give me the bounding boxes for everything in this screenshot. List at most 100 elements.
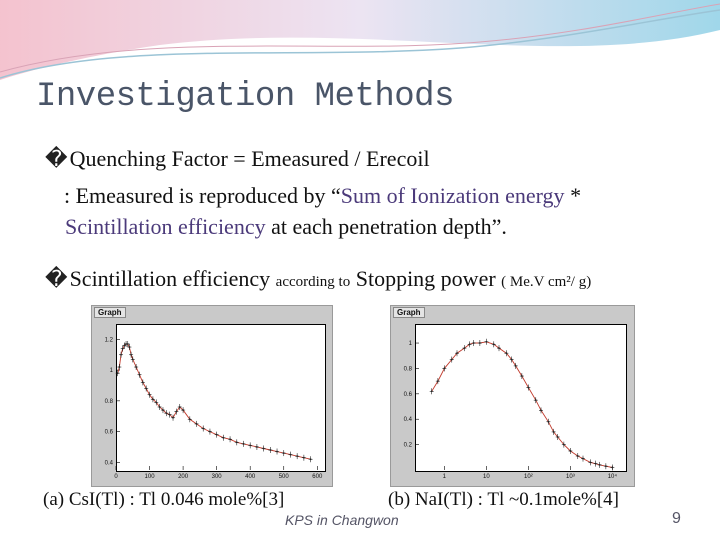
data-point — [157, 403, 162, 410]
data-point — [120, 345, 125, 352]
data-point — [194, 420, 199, 427]
bullet-glyph: � — [45, 146, 68, 171]
data-point — [134, 364, 139, 371]
data-point — [248, 442, 253, 449]
y-tick-label: 0.6 — [404, 392, 413, 398]
data-point — [551, 428, 556, 435]
data-point — [288, 451, 293, 458]
x-tick-label: 200 — [178, 474, 189, 480]
data-point — [174, 408, 179, 415]
x-tick-label: 0 — [114, 474, 118, 480]
data-point — [187, 416, 192, 423]
data-point — [115, 370, 120, 377]
bullet-quenching-factor: �Quenching Factor = Emeasured / Erecoil — [45, 146, 430, 172]
page-number: 9 — [672, 510, 681, 527]
data-point — [555, 433, 560, 440]
data-point — [164, 410, 169, 417]
data-point — [129, 351, 134, 358]
data-point — [122, 342, 127, 349]
scint-eff-text: Scintillation efficiency — [69, 266, 276, 291]
x-tick-label: 10 — [483, 474, 490, 480]
penetration-depth-text: at each penetration depth”. — [265, 214, 507, 239]
data-point — [119, 351, 124, 358]
data-point — [261, 445, 266, 452]
data-point — [171, 414, 176, 421]
x-tick-label: 1 — [443, 474, 447, 480]
data-point — [177, 403, 182, 410]
quenching-factor-text: Quenching Factor = Emeasured / Erecoil — [69, 146, 430, 171]
data-point — [442, 365, 447, 372]
y-tick-label: 0.8 — [404, 366, 413, 372]
data-point — [117, 364, 122, 371]
data-point — [254, 443, 259, 450]
data-point — [154, 399, 159, 406]
data-point — [241, 440, 246, 447]
bullet-scintillation-efficiency: �Scintillation efficiency according to S… — [45, 266, 591, 292]
data-point — [449, 356, 454, 363]
data-point — [561, 441, 566, 448]
stopping-power-text: Stopping power — [350, 266, 502, 291]
data-point — [471, 340, 476, 347]
x-tick-label: 500 — [279, 474, 290, 480]
data-point — [301, 454, 306, 461]
data-point — [588, 459, 593, 466]
graph-label: Graph — [94, 307, 126, 318]
csi-plot-svg: 0.4 0.6 0.8 1 1.2 0 100 200 300 400 500 600 — [105, 337, 323, 480]
data-point — [214, 431, 219, 438]
fit-curve — [431, 341, 613, 468]
data-point — [429, 388, 434, 395]
bullet-glyph: � — [45, 266, 68, 291]
data-point — [234, 439, 239, 446]
x-tick-label: 300 — [212, 474, 223, 480]
data-point — [228, 436, 233, 443]
data-point — [125, 340, 130, 347]
data-point — [519, 373, 524, 380]
y-tick-label: 1 — [409, 341, 413, 347]
fit-curve — [117, 343, 311, 460]
data-point — [281, 450, 286, 457]
data-point — [127, 344, 132, 351]
multiply-symbol: * — [564, 183, 582, 208]
data-point — [221, 434, 226, 441]
description-text: : Emeasured is reproduced by “ — [64, 183, 341, 208]
data-point — [435, 378, 440, 385]
slide-title: Investigation Methods — [36, 78, 454, 116]
x-tick-label: 10⁴ — [608, 473, 618, 480]
ionization-energy-text: Sum of Ionization energy — [340, 183, 565, 208]
x-tick-label: 10³ — [566, 474, 575, 480]
plot-frame — [415, 324, 627, 472]
data-point — [568, 447, 573, 454]
scintillation-efficiency-text: Scintillation efficiency — [65, 214, 266, 239]
y-tick-label: 0.2 — [404, 443, 413, 449]
description-line-2: Scintillation efficiency at each penetra… — [65, 214, 507, 240]
data-point — [546, 418, 551, 425]
data-point — [140, 379, 145, 386]
data-point — [526, 384, 531, 391]
y-tick-label: 1 — [110, 368, 114, 374]
data-point — [268, 447, 273, 454]
data-point — [509, 356, 514, 363]
data-point — [150, 396, 155, 403]
y-tick-label: 1.2 — [105, 337, 114, 343]
data-point — [207, 428, 212, 435]
caption-csi: (a) CsI(Tl) : Tl 0.046 mole%[3] — [43, 489, 285, 510]
description-line-1: : Emeasured is reproduced by “Sum of Ion… — [64, 183, 581, 209]
nai-graph: Graph 0.2 0.4 0.6 0.8 1 1 10 10² 10³ 10⁴ — [390, 305, 635, 487]
data-point — [455, 350, 459, 357]
data-point — [593, 460, 598, 467]
data-point — [462, 345, 467, 352]
y-tick-label: 0.4 — [105, 460, 114, 466]
data-point — [160, 407, 165, 414]
data-point — [491, 341, 496, 348]
data-point — [539, 407, 543, 414]
data-point — [610, 464, 615, 471]
y-tick-label: 0.6 — [105, 430, 114, 436]
data-point — [167, 411, 172, 418]
footer-text: KPS in Changwon — [285, 512, 399, 528]
data-point — [295, 453, 300, 460]
data-point — [275, 448, 280, 455]
data-point — [137, 371, 142, 378]
data-point — [201, 425, 206, 432]
units-text: ( Me.V cm²/ g) — [501, 274, 592, 290]
graph-label: Graph — [393, 307, 425, 318]
